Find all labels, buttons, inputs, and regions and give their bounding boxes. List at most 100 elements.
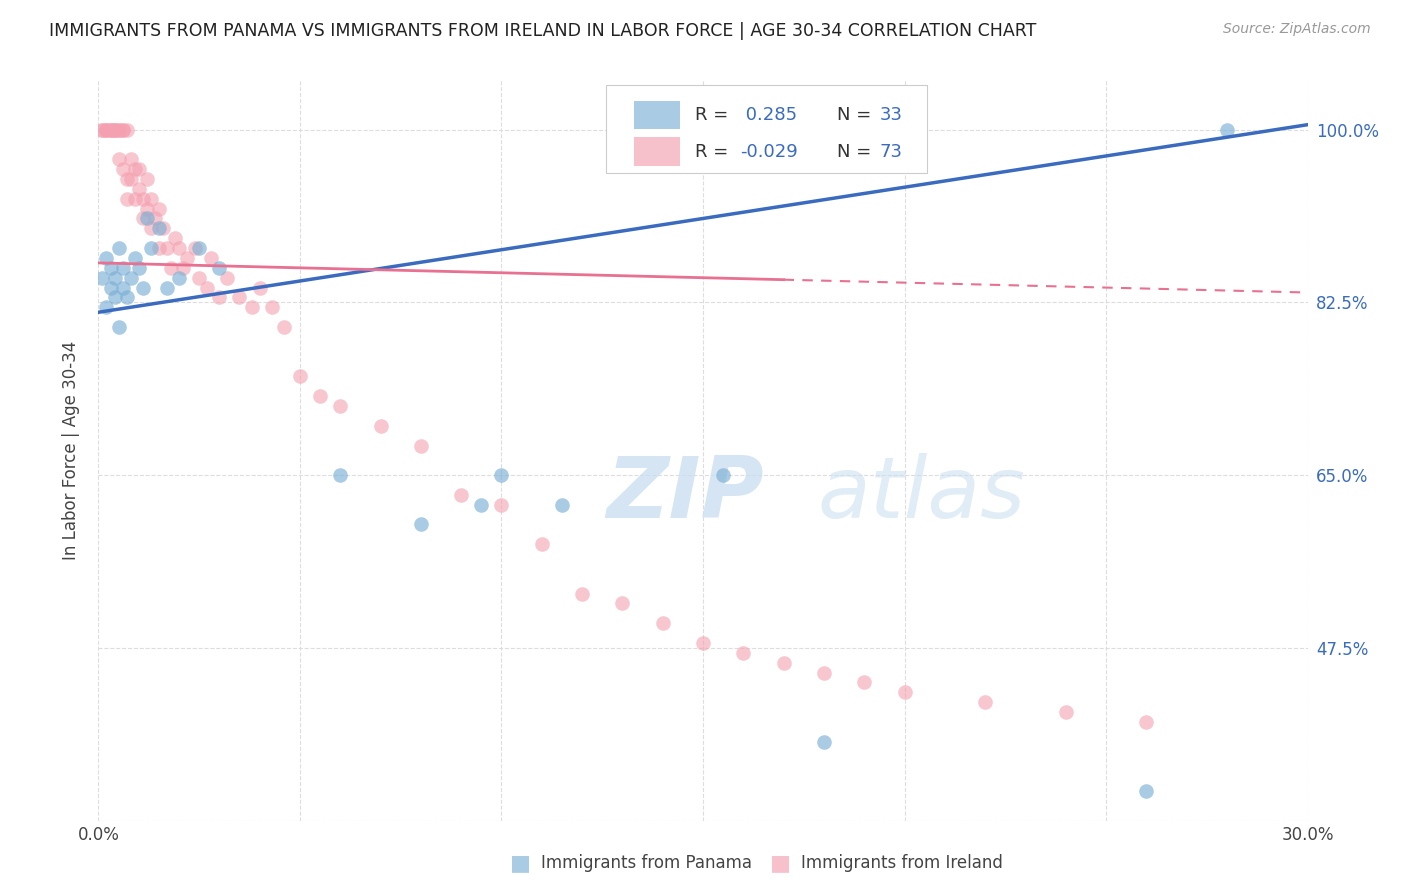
Point — [733, 646, 755, 660]
Point — [120, 153, 142, 167]
Text: R =: R = — [695, 106, 728, 124]
Point — [111, 260, 134, 275]
Point — [100, 122, 122, 136]
Point — [100, 260, 122, 275]
Point — [115, 290, 138, 304]
Point — [132, 192, 155, 206]
Point — [103, 122, 125, 136]
Point — [100, 280, 122, 294]
Point — [1054, 705, 1077, 719]
Point — [217, 270, 239, 285]
Point — [120, 172, 142, 186]
FancyBboxPatch shape — [634, 101, 681, 128]
Point — [551, 498, 574, 512]
Point — [974, 695, 997, 709]
Point — [91, 122, 114, 136]
Point — [120, 270, 142, 285]
Point — [370, 418, 392, 433]
Point — [96, 122, 118, 136]
Text: Immigrants from Panama: Immigrants from Panama — [541, 855, 752, 872]
Text: 33: 33 — [880, 106, 903, 124]
Point — [135, 172, 157, 186]
Point — [450, 488, 472, 502]
Point — [470, 498, 492, 512]
Point — [111, 162, 134, 177]
Point — [107, 122, 129, 136]
Point — [96, 251, 118, 265]
Point — [91, 122, 114, 136]
Point — [143, 211, 166, 226]
Point — [612, 597, 634, 611]
Point — [139, 192, 162, 206]
Point — [651, 616, 673, 631]
Point — [309, 389, 332, 403]
Point — [188, 241, 211, 255]
Text: 0.285: 0.285 — [741, 106, 797, 124]
Text: N =: N = — [837, 106, 872, 124]
Point — [115, 192, 138, 206]
Point — [329, 468, 352, 483]
Point — [288, 369, 311, 384]
Point — [208, 260, 231, 275]
Point — [240, 301, 263, 315]
Point — [128, 260, 150, 275]
Point — [692, 636, 714, 650]
Point — [184, 241, 207, 255]
Text: Source: ZipAtlas.com: Source: ZipAtlas.com — [1223, 22, 1371, 37]
Point — [195, 280, 218, 294]
Point — [91, 270, 114, 285]
Point — [571, 586, 593, 600]
Point — [176, 251, 198, 265]
Point — [491, 468, 513, 483]
Point — [711, 468, 734, 483]
Text: IMMIGRANTS FROM PANAMA VS IMMIGRANTS FROM IRELAND IN LABOR FORCE | AGE 30-34 COR: IMMIGRANTS FROM PANAMA VS IMMIGRANTS FRO… — [49, 22, 1036, 40]
FancyBboxPatch shape — [606, 86, 927, 173]
Text: R =: R = — [695, 143, 728, 161]
Point — [249, 280, 271, 294]
Point — [128, 182, 150, 196]
Point — [148, 221, 170, 235]
Point — [124, 192, 146, 206]
Text: 73: 73 — [880, 143, 903, 161]
Point — [409, 517, 432, 532]
Point — [491, 498, 513, 512]
Point — [124, 251, 146, 265]
Point — [128, 162, 150, 177]
Point — [139, 241, 162, 255]
Point — [167, 270, 190, 285]
Point — [156, 280, 179, 294]
Point — [111, 122, 134, 136]
Text: ■: ■ — [510, 854, 530, 873]
Point — [111, 280, 134, 294]
Point — [813, 665, 835, 680]
Point — [1216, 122, 1239, 136]
Point — [115, 122, 138, 136]
Point — [96, 301, 118, 315]
Point — [167, 241, 190, 255]
Point — [1135, 784, 1157, 798]
Text: N =: N = — [837, 143, 872, 161]
Point — [107, 153, 129, 167]
Point — [135, 211, 157, 226]
Text: -0.029: -0.029 — [741, 143, 799, 161]
Point — [1135, 714, 1157, 729]
Point — [115, 172, 138, 186]
Text: Immigrants from Ireland: Immigrants from Ireland — [801, 855, 1004, 872]
Point — [124, 162, 146, 177]
Point — [530, 537, 553, 551]
Point — [329, 399, 352, 413]
Point — [96, 122, 118, 136]
Point — [100, 122, 122, 136]
Point — [107, 241, 129, 255]
Point — [156, 241, 179, 255]
Text: ZIP: ZIP — [606, 453, 763, 536]
Point — [107, 122, 129, 136]
Point — [132, 280, 155, 294]
Point — [200, 251, 222, 265]
Point — [107, 320, 129, 334]
Point — [172, 260, 194, 275]
Text: ■: ■ — [770, 854, 790, 873]
Point — [139, 221, 162, 235]
Point — [148, 241, 170, 255]
Point — [160, 260, 183, 275]
